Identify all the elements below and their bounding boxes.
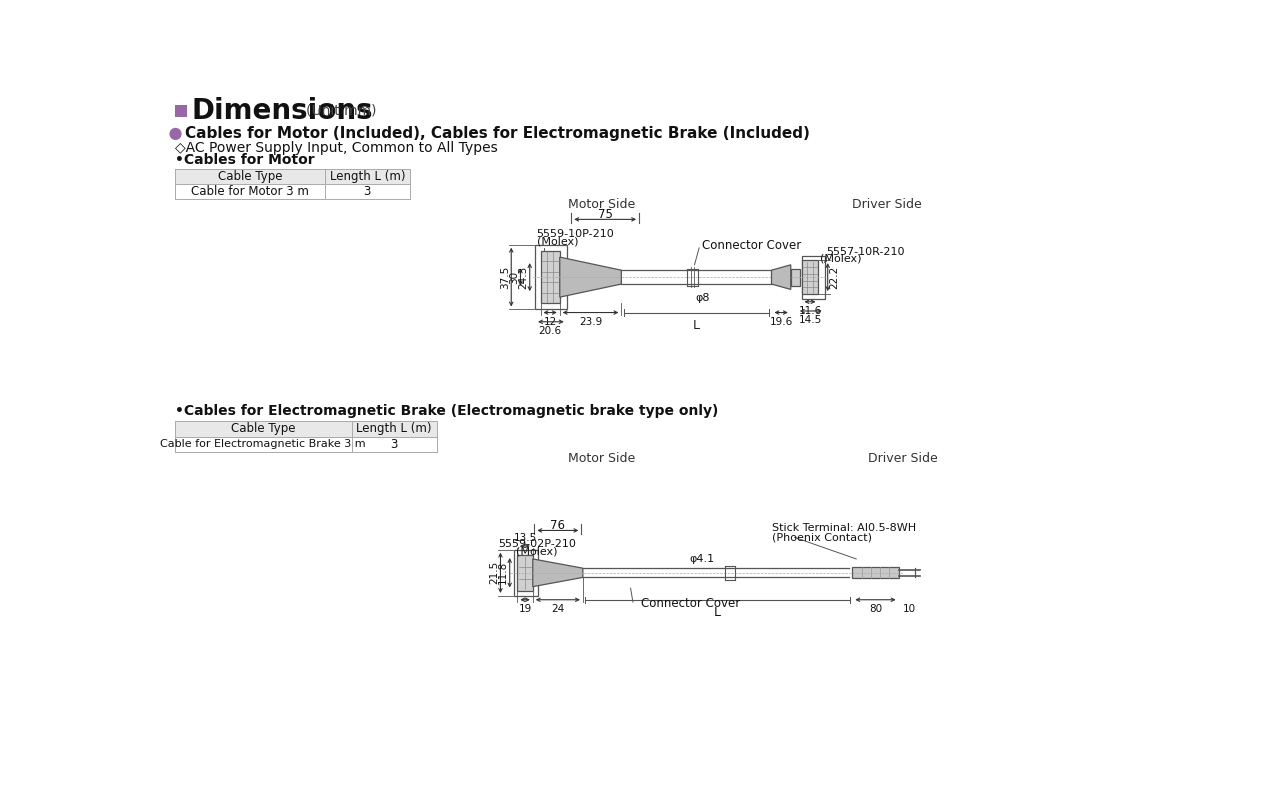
Text: 5559-10P-210: 5559-10P-210 [536,229,614,239]
Text: Motor Side: Motor Side [568,452,636,465]
Text: (Molex): (Molex) [536,237,579,246]
Bar [791,269,800,285]
Bar [175,105,187,117]
Text: Driver Side: Driver Side [852,198,922,211]
Bar [175,421,436,436]
Text: 76: 76 [550,519,566,533]
Text: φ8: φ8 [695,293,709,303]
Text: 80: 80 [869,604,882,615]
Bar [801,260,818,294]
Polygon shape [559,257,621,297]
Bar [513,549,538,596]
Text: 11.8: 11.8 [498,561,508,584]
Text: 14.5: 14.5 [799,315,822,325]
Text: Connector Cover: Connector Cover [703,239,801,252]
Text: (Molex): (Molex) [516,546,557,556]
Polygon shape [772,265,791,289]
Text: (Phoenix Contact): (Phoenix Contact) [772,533,872,542]
Text: 19: 19 [518,604,531,615]
Text: 75: 75 [598,208,613,221]
Text: 24.3: 24.3 [518,266,529,289]
Text: 12: 12 [544,317,557,328]
Text: φ4.1: φ4.1 [690,554,714,564]
Text: Length L (m): Length L (m) [356,422,431,436]
Text: 19.6: 19.6 [769,317,792,328]
Text: L: L [692,319,700,332]
Text: L: L [714,606,721,619]
Text: 20.6: 20.6 [539,327,562,336]
Bar [517,555,532,591]
Text: Length L (m): Length L (m) [329,170,404,183]
Text: Cable Type: Cable Type [232,422,296,436]
Bar [852,568,899,578]
Text: Cables for Motor (Included), Cables for Electromagnetic Brake (Included): Cables for Motor (Included), Cables for … [184,126,810,142]
Text: •Cables for Electromagnetic Brake (Electromagnetic brake type only): •Cables for Electromagnetic Brake (Elect… [175,404,718,418]
Text: Cable Type: Cable Type [218,170,282,183]
Text: Cable for Motor 3 m: Cable for Motor 3 m [191,185,308,198]
Text: 23.9: 23.9 [579,317,602,328]
Text: 5557-10R-210: 5557-10R-210 [826,247,905,258]
Text: Driver Side: Driver Side [868,452,937,465]
Text: 10: 10 [902,604,916,615]
Text: Stick Terminal: AI0.5-8WH: Stick Terminal: AI0.5-8WH [772,523,915,533]
Text: 37.5: 37.5 [499,266,509,289]
Text: Cable for Electromagnetic Brake 3 m: Cable for Electromagnetic Brake 3 m [160,439,366,449]
Text: 5559-02P-210: 5559-02P-210 [498,538,576,549]
Circle shape [170,129,180,139]
Text: Motor Side: Motor Side [568,198,636,211]
Text: ◇AC Power Supply Input, Common to All Types: ◇AC Power Supply Input, Common to All Ty… [175,141,498,155]
Bar [175,169,410,184]
Bar [540,251,559,304]
Text: 30: 30 [509,270,518,284]
Text: 3: 3 [390,438,398,451]
Text: 13.5: 13.5 [513,533,536,543]
Text: (Unit mm): (Unit mm) [306,104,376,118]
Bar [801,255,824,299]
Text: 24: 24 [552,604,564,615]
Text: Connector Cover: Connector Cover [640,597,740,610]
Text: •Cables for Motor: •Cables for Motor [175,153,315,167]
Bar [535,245,567,309]
Text: 21.5: 21.5 [489,561,499,584]
Text: 11.6: 11.6 [799,305,822,316]
Text: Dimensions: Dimensions [192,97,374,125]
Text: 22.2: 22.2 [829,266,840,289]
Text: 3: 3 [364,185,371,198]
Text: (Molex): (Molex) [820,254,861,264]
Polygon shape [532,559,582,587]
